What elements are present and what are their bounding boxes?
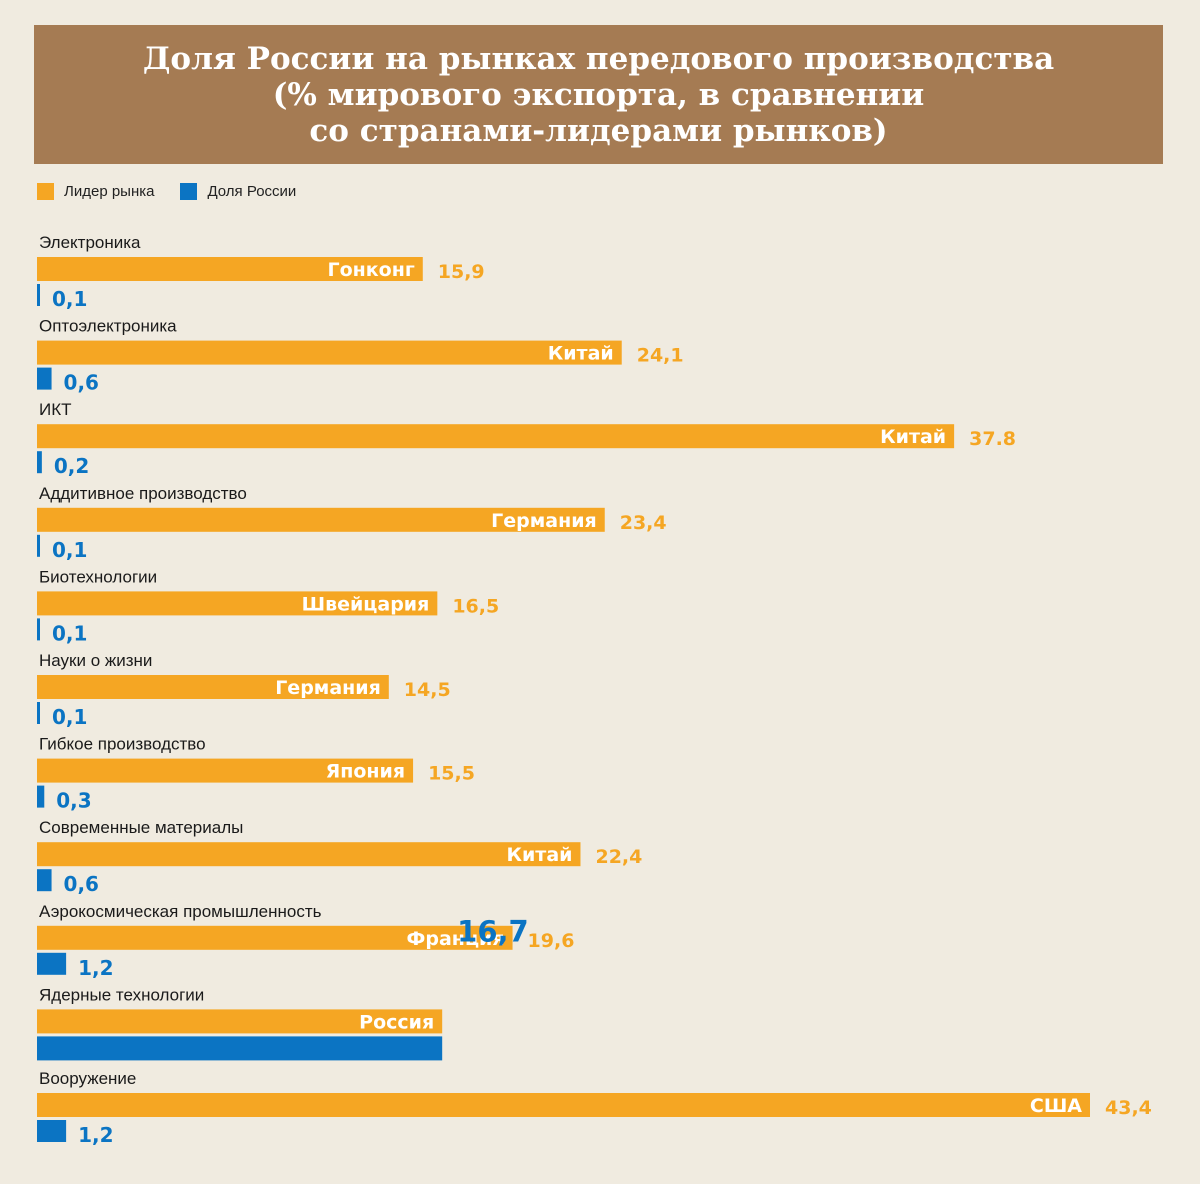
- russia-bar: [37, 1120, 67, 1142]
- category-label: Науки о жизни: [39, 651, 152, 670]
- russia-value-label: 0,1: [52, 621, 87, 645]
- leader-value-label: 19,6: [528, 930, 575, 952]
- category-label: Электроника: [39, 233, 141, 252]
- leader-value-label: 43,4: [1105, 1097, 1152, 1119]
- russia-value-label: 0,1: [52, 287, 87, 311]
- russia-bar: [37, 869, 52, 892]
- legend-swatch-leader: [37, 182, 54, 200]
- category-label: Вооружение: [39, 1069, 136, 1088]
- category-label: Оптоэлектроника: [39, 317, 177, 336]
- russia-bar: [37, 534, 40, 557]
- leader-country-label: Россия: [359, 1011, 434, 1033]
- category-label: ИКТ: [39, 400, 72, 419]
- russia-bar: [37, 1036, 443, 1061]
- legend-label-russia: Доля России: [207, 182, 297, 200]
- russia-value-label: 0,3: [56, 789, 91, 813]
- chart-title-line-1: Доля России на рынках передового произво…: [142, 40, 1055, 77]
- leader-bar: [37, 675, 389, 699]
- legend-item-russia: Доля России: [180, 182, 297, 200]
- legend: Лидер рынка Доля России: [37, 181, 322, 201]
- russia-value-label: 0,1: [52, 538, 87, 562]
- leader-value-label: 22,4: [595, 846, 642, 868]
- leader-value-label: 37.8: [969, 428, 1016, 450]
- category-label: Гибкое производство: [39, 735, 206, 754]
- leader-country-label: Китай: [506, 844, 572, 866]
- category-label: Современные материалы: [39, 818, 243, 837]
- leader-country-label: Германия: [491, 510, 597, 532]
- leader-value-label: 24,1: [637, 345, 684, 367]
- leader-value-label: 14,5: [404, 679, 451, 701]
- leader-country-label: Китай: [548, 343, 614, 365]
- russia-value-label: 0,6: [64, 872, 99, 896]
- leader-country-label: США: [1030, 1095, 1082, 1117]
- russia-bar: [37, 618, 40, 641]
- category-label: Ядерные технологии: [39, 985, 204, 1004]
- leader-bar: [37, 1093, 1090, 1117]
- russia-bar: [37, 952, 67, 975]
- leader-bar: [37, 257, 423, 281]
- chart-title-line-3: со странами-лидерами рынков): [309, 112, 888, 149]
- russia-bar: [37, 367, 52, 390]
- russia-bar: [37, 284, 40, 306]
- leader-country-label: Франция: [407, 928, 505, 950]
- category-label: Аэрокосмическая промышленность: [39, 902, 322, 921]
- leader-bar: [37, 925, 513, 950]
- leader-value-label: 23,4: [620, 512, 667, 534]
- leader-bar: [37, 758, 414, 783]
- leader-country-label: Япония: [326, 761, 405, 783]
- leader-value-label: 16,5: [452, 595, 499, 617]
- leader-bar: [37, 507, 605, 532]
- legend-label-leader: Лидер рынка: [64, 182, 155, 200]
- legend-item-leader: Лидер рынка: [37, 182, 155, 200]
- leader-value-label: 15,5: [428, 763, 475, 785]
- leader-country-label: Китай: [880, 426, 946, 448]
- chart-title-banner: Доля России на рынках передового произво…: [34, 25, 1163, 164]
- chart-title-line-2: (% мирового экспорта, в сравнении: [272, 76, 925, 113]
- leader-value-label: 15,9: [438, 261, 485, 283]
- russia-bar: [37, 451, 42, 474]
- leader-bar: [37, 340, 622, 365]
- russia-value-label: 1,2: [78, 1123, 113, 1147]
- leader-country-label: Германия: [275, 677, 381, 699]
- leader-bar: [37, 591, 438, 616]
- russia-value-label: 0,2: [54, 454, 89, 478]
- legend-swatch-russia: [180, 182, 198, 200]
- russia-value-label: 0,1: [52, 705, 87, 729]
- category-label: Аддитивное производство: [39, 484, 247, 503]
- leader-bar: [37, 424, 955, 449]
- russia-value-label: 16,7: [457, 914, 529, 948]
- russia-bar: [37, 785, 45, 808]
- leader-country-label: Швейцария: [302, 593, 430, 615]
- leader-bar: [37, 842, 581, 867]
- russia-value-label: 1,2: [78, 956, 113, 980]
- category-label: Биотехнологии: [39, 567, 157, 586]
- leader-country-label: Гонконг: [327, 259, 414, 281]
- russia-bar: [37, 702, 40, 724]
- leader-bar: [37, 1009, 443, 1034]
- russia-value-label: 0,6: [64, 371, 99, 395]
